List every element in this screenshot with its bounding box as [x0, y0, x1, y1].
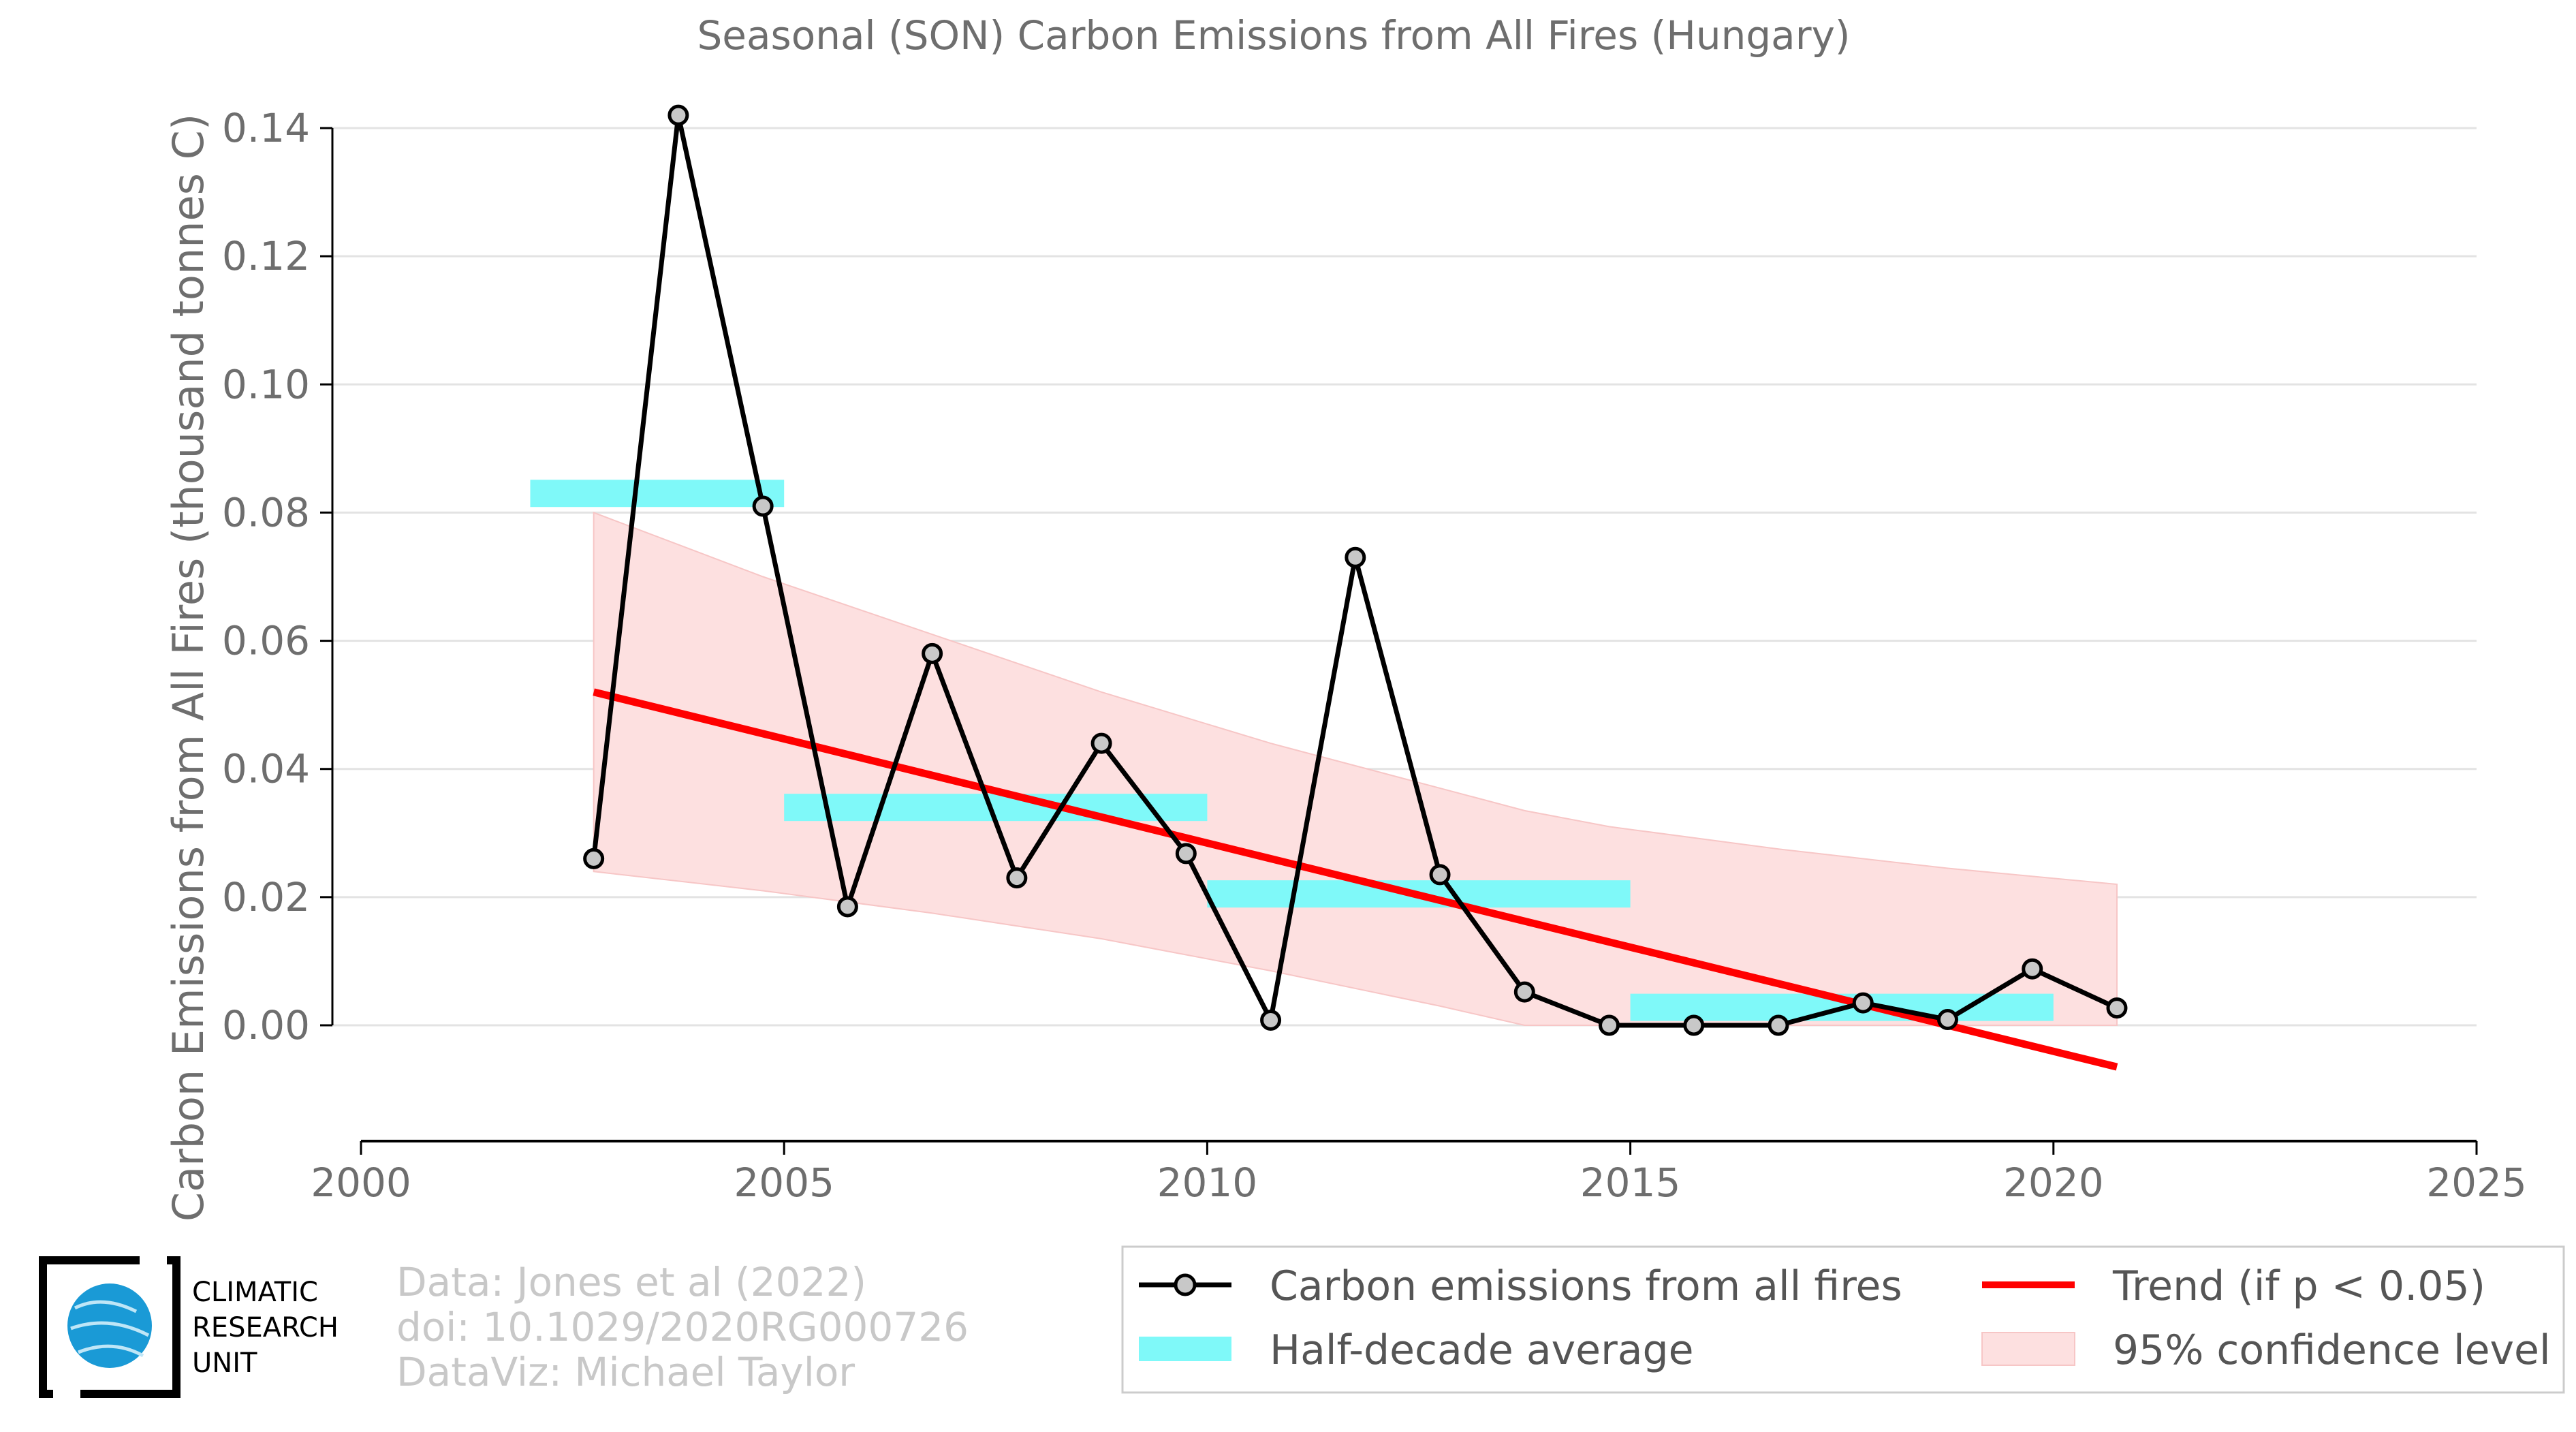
legend: Carbon emissions from all fires Half-dec… [1121, 1245, 2565, 1394]
data-point [1090, 732, 1112, 754]
legend-trend-label: Trend (if p < 0.05) [2112, 1262, 2485, 1310]
legend-series-marker [1174, 1273, 1197, 1296]
logo-line-3: UNIT [192, 1348, 257, 1379]
globe-contour [70, 1300, 150, 1358]
legend-frame [1121, 1245, 2565, 1394]
data-point [2106, 997, 2128, 1019]
logo-frame [39, 1256, 180, 1398]
series-layer [583, 104, 2128, 1036]
data-point [1345, 546, 1366, 568]
data-point [1599, 1014, 1620, 1036]
data-point [752, 495, 774, 517]
half-decade-bar [530, 480, 785, 508]
y-tick-label: 0.06 [222, 618, 310, 664]
legend-confidence-swatch [1981, 1332, 2075, 1366]
credit-dataviz: DataViz: Michael Taylor [396, 1349, 855, 1395]
x-tick-label: 2015 [1580, 1159, 1681, 1206]
chart-title: Seasonal (SON) Carbon Emissions from All… [697, 12, 1850, 59]
data-point [836, 896, 858, 918]
data-point [1937, 1009, 1958, 1031]
data-point [1429, 864, 1451, 886]
confidence-band-layer [593, 511, 2118, 1026]
y-ticks: 0.00 0.02 0.04 0.06 0.08 0.10 0.12 0.14 [222, 105, 332, 1048]
x-tick-label: 2010 [1157, 1159, 1258, 1206]
legend-half-decade-label: Half-decade average [1270, 1326, 1694, 1374]
data-point [1006, 867, 1028, 889]
cru-logo: CLIMATIC RESEARCH UNIT [39, 1252, 339, 1403]
data-point [583, 847, 605, 869]
data-point [1852, 992, 1874, 1014]
data-point [922, 642, 943, 664]
x-tick-label: 2025 [2426, 1159, 2527, 1206]
y-tick-label: 0.04 [222, 746, 310, 792]
data-point [2022, 958, 2043, 980]
logo-line-2: RESEARCH [192, 1312, 339, 1343]
credit-data: Data: Jones et al (2022) [396, 1259, 866, 1305]
x-tick-label: 2020 [2003, 1159, 2104, 1206]
x-ticks: 2000 2005 2010 2015 2020 2025 [311, 1141, 2527, 1206]
y-axis-label: Carbon Emissions from All Fires (thousan… [163, 114, 213, 1221]
confidence-band [593, 511, 2118, 1026]
legend-half-decade-swatch [1139, 1337, 1231, 1361]
y-tick-label: 0.02 [222, 874, 310, 920]
logo-frame-gap [140, 1252, 167, 1270]
data-point [1260, 1009, 1282, 1031]
y-tick-label: 0.14 [222, 105, 310, 151]
x-tick-label: 2000 [311, 1159, 411, 1206]
data-point [1683, 1014, 1705, 1036]
legend-confidence-label: 95% confidence level [2113, 1326, 2551, 1374]
logo-frame-gap [53, 1385, 80, 1403]
credit-doi: doi: 10.1029/2020RG000726 [396, 1304, 969, 1350]
x-tick-label: 2005 [734, 1159, 834, 1206]
data-point [1768, 1014, 1789, 1036]
legend-series-label: Carbon emissions from all fires [1270, 1262, 1902, 1310]
y-tick-label: 0.10 [222, 361, 310, 407]
y-tick-label: 0.08 [222, 489, 310, 535]
data-point [1513, 981, 1535, 1003]
logo-line-1: CLIMATIC [192, 1277, 318, 1308]
data-point [1175, 843, 1197, 865]
y-tick-label: 0.00 [222, 1002, 310, 1048]
data-point [667, 104, 689, 126]
y-tick-label: 0.12 [222, 233, 310, 279]
